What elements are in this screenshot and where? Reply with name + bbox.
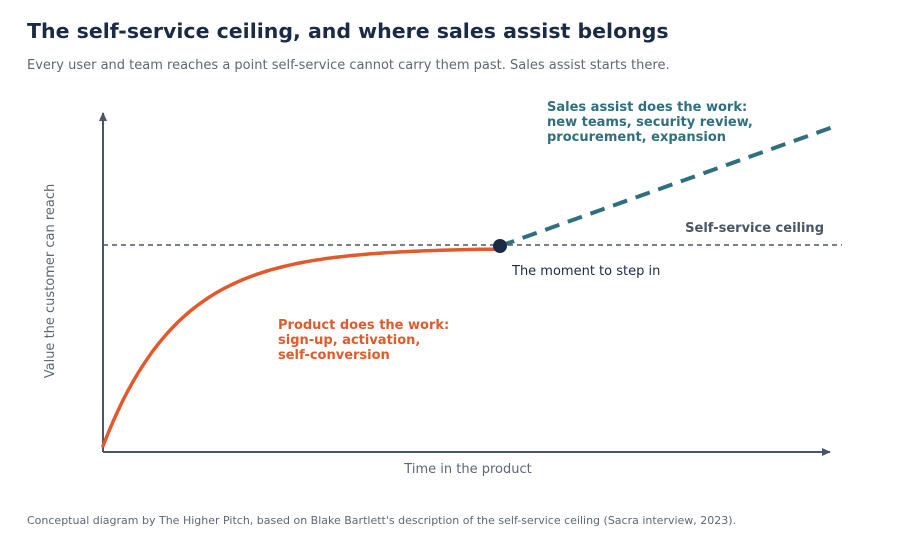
- y-axis-label: Value the customer can reach: [43, 184, 58, 379]
- sales-annotation-line: new teams, security review,: [547, 115, 753, 130]
- product-annotation: Product does the work: sign-up, activati…: [278, 318, 454, 363]
- sales-annotation: Sales assist does the work: new teams, s…: [547, 100, 757, 145]
- product-curve: [101, 247, 502, 448]
- step-in-marker: [493, 239, 507, 253]
- x-axis-label: Time in the product: [403, 462, 531, 477]
- product-annotation-line: self-conversion: [278, 348, 390, 363]
- sales-annotation-line: procurement, expansion: [547, 130, 726, 145]
- page-subtitle: Every user and team reaches a point self…: [27, 58, 670, 73]
- product-annotation-line: Product does the work:: [278, 318, 449, 333]
- step-in-label: The moment to step in: [511, 264, 660, 279]
- sales-assist-line: [499, 125, 834, 248]
- footer-note: Conceptual diagram by The Higher Pitch, …: [27, 514, 737, 527]
- product-annotation-line: sign-up, activation,: [278, 333, 420, 348]
- sales-annotation-line: Sales assist does the work:: [547, 100, 747, 115]
- page-title: The self-service ceiling, and where sale…: [27, 19, 669, 43]
- ceiling-label: Self-service ceiling: [685, 221, 824, 236]
